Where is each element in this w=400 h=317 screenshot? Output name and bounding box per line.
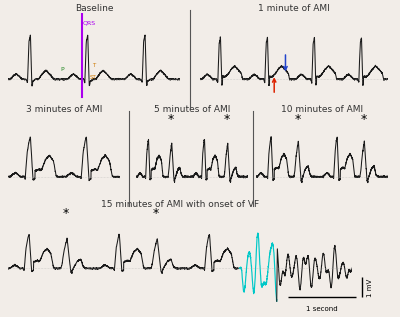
- Text: *: *: [360, 113, 366, 126]
- Text: QRS: QRS: [83, 20, 96, 25]
- Title: 5 minutes of AMI: 5 minutes of AMI: [154, 105, 230, 114]
- Text: 1 mV: 1 mV: [367, 278, 373, 297]
- Text: ST: ST: [89, 75, 96, 80]
- Text: *: *: [153, 207, 159, 220]
- Text: *: *: [294, 113, 300, 126]
- Title: 10 minutes of AMI: 10 minutes of AMI: [281, 105, 363, 114]
- Title: 3 minutes of AMI: 3 minutes of AMI: [26, 105, 102, 114]
- Title: Baseline: Baseline: [75, 3, 113, 13]
- Text: P: P: [60, 68, 64, 72]
- Text: *: *: [63, 207, 69, 220]
- Text: 1 second: 1 second: [306, 306, 338, 312]
- Text: *: *: [224, 113, 230, 126]
- Text: T: T: [92, 63, 96, 68]
- Title: 1 minute of AMI: 1 minute of AMI: [258, 3, 330, 13]
- Text: *: *: [168, 113, 174, 126]
- Title: 15 minutes of AMI with onset of VF: 15 minutes of AMI with onset of VF: [101, 200, 259, 209]
